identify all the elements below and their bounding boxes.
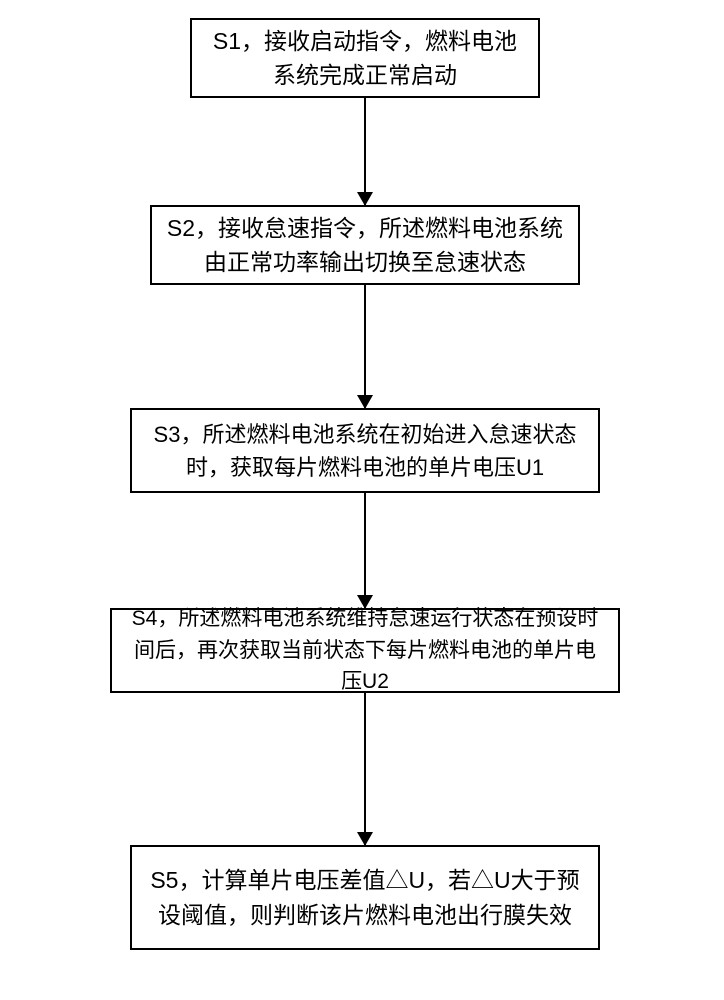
node-label: S2，接收怠速指令，所述燃料电池系统由正常功率输出切换至怠速状态 <box>166 211 564 280</box>
flowchart-edge-s4-s5 <box>364 693 366 845</box>
node-label: S5，计算单片电压差值△U，若△U大于预设阈值，则判断该片燃料电池出行膜失效 <box>146 863 584 932</box>
flowchart-canvas: S1，接收启动指令，燃料电池系统完成正常启动 S2，接收怠速指令，所述燃料电池系… <box>0 0 724 1000</box>
flowchart-node-s2: S2，接收怠速指令，所述燃料电池系统由正常功率输出切换至怠速状态 <box>150 205 580 285</box>
flowchart-edge-s3-s4 <box>364 493 366 608</box>
flowchart-edge-s2-s3 <box>364 285 366 408</box>
flowchart-node-s1: S1，接收启动指令，燃料电池系统完成正常启动 <box>190 18 540 98</box>
node-label: S1，接收启动指令，燃料电池系统完成正常启动 <box>206 24 524 93</box>
flowchart-node-s5: S5，计算单片电压差值△U，若△U大于预设阈值，则判断该片燃料电池出行膜失效 <box>130 845 600 950</box>
node-label: S4，所述燃料电池系统维持怠速运行状态在预设时间后，再次获取当前状态下每片燃料电… <box>126 603 604 698</box>
flowchart-edge-s1-s2 <box>364 98 366 205</box>
node-label: S3，所述燃料电池系统在初始进入怠速状态时，获取每片燃料电池的单片电压U1 <box>146 418 584 484</box>
flowchart-node-s3: S3，所述燃料电池系统在初始进入怠速状态时，获取每片燃料电池的单片电压U1 <box>130 408 600 493</box>
flowchart-node-s4: S4，所述燃料电池系统维持怠速运行状态在预设时间后，再次获取当前状态下每片燃料电… <box>110 608 620 693</box>
